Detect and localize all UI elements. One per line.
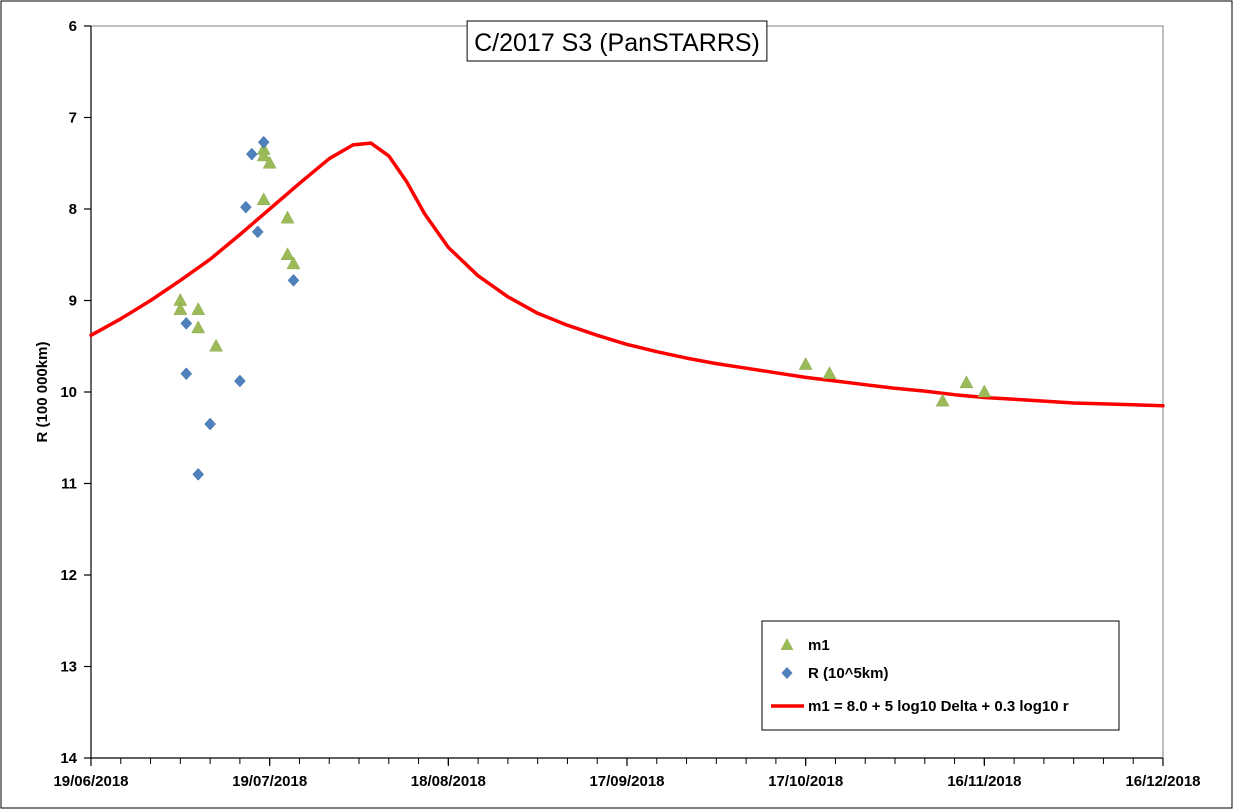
- y-tick-label: 8: [69, 201, 77, 218]
- r-point: [180, 317, 193, 330]
- m1-point: [256, 192, 271, 206]
- m1-point: [280, 210, 295, 224]
- m1-point: [959, 375, 974, 389]
- y-tick-label: 11: [61, 476, 77, 493]
- m1-point: [935, 393, 950, 407]
- y-tick-label: 9: [69, 293, 77, 310]
- x-tick-label: 16/11/2018: [947, 773, 1021, 790]
- x-tick-label: 19/07/2018: [232, 773, 307, 790]
- r-point: [234, 374, 246, 388]
- m1-point: [256, 148, 271, 162]
- y-tick-label: 7: [69, 110, 77, 127]
- series-layer: [89, 135, 1165, 481]
- r-point: [240, 200, 252, 214]
- m1-point: [977, 384, 992, 398]
- m1-point: [262, 155, 277, 169]
- x-tick-label: 18/08/2018: [411, 773, 486, 790]
- legend-m1-marker: [780, 638, 794, 650]
- legend-r-marker: [781, 667, 793, 679]
- x-tick-label: 19/06/2018: [53, 773, 128, 790]
- fit-curve-line: [89, 141, 1165, 408]
- x-tick-label: 16/12/2018: [1125, 773, 1200, 790]
- y-tick-label: 10: [60, 384, 77, 401]
- r-point: [192, 467, 205, 481]
- x-tick-label: 17/10/2018: [768, 773, 843, 790]
- m1-point: [280, 247, 295, 260]
- chart-title: C/2017 S3 (PanSTARRS): [474, 29, 760, 57]
- m1-point: [798, 357, 813, 370]
- y-axis: 6 7 8 9 10 11 12 13 14: [60, 18, 92, 767]
- r-point: [251, 225, 264, 239]
- r-point: [245, 147, 258, 161]
- y-tick-label: 13: [60, 659, 77, 676]
- x-axis: 19/06/2018 19/07/2018 18/08/2018 17/09/2018…: [53, 757, 1201, 790]
- y-tick-label: 6: [69, 18, 77, 35]
- r-point: [257, 135, 270, 149]
- r-point: [204, 417, 216, 431]
- y-axis-title: R (100 000km): [34, 342, 51, 443]
- legend: m1 R (10^5km) m1 = 8.0 + 5 log10 Delta + 0…: [761, 620, 1120, 731]
- m1-point: [286, 256, 301, 270]
- r-point: [180, 367, 193, 381]
- legend-label-r-10-5km: R (10^5km): [808, 665, 888, 682]
- chart-title-border: [466, 20, 768, 62]
- x-tick-label: 17/09/2018: [589, 773, 664, 790]
- m1-point: [173, 302, 188, 315]
- m1-point: [209, 338, 223, 352]
- legend-box: [761, 620, 1120, 731]
- m1-point: [191, 320, 206, 334]
- y-tick-label: 14: [60, 750, 77, 767]
- m1-point: [191, 302, 206, 315]
- legend-label-m1: m1: [808, 637, 830, 654]
- legend-label-m1-8-0-5-log10-delta-0-3-log10-r: m1 = 8.0 + 5 log10 Delta + 0.3 log10 r: [808, 698, 1069, 715]
- chart-title-box: C/2017 S3 (PanSTARRS): [466, 20, 768, 62]
- m1-point: [822, 366, 837, 379]
- r-point: [287, 274, 300, 287]
- y-tick-label: 12: [60, 567, 77, 584]
